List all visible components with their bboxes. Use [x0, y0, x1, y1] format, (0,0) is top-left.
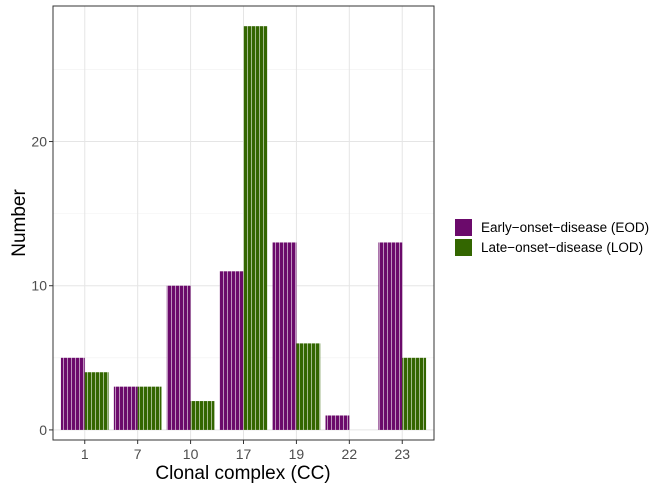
legend-key-eod	[455, 219, 472, 236]
bar-lod-19	[296, 343, 321, 430]
y-tick-label: 20	[31, 134, 47, 150]
bar-eod-10	[166, 285, 191, 430]
x-tick-label: 17	[236, 446, 252, 462]
y-axis-title: Number	[9, 189, 30, 257]
y-tick-label: 10	[31, 278, 47, 294]
bar-lod-23	[402, 357, 427, 430]
bar-eod-1	[60, 357, 85, 430]
bar-lod-1	[84, 372, 109, 430]
bar-lod-7	[137, 386, 162, 430]
x-tick-label: 23	[394, 446, 410, 462]
x-tick-label: 1	[81, 446, 89, 462]
x-tick-label: 19	[289, 446, 305, 462]
x-tick-label: 7	[134, 446, 142, 462]
legend-key-lod	[455, 239, 472, 256]
bar-lod-10	[190, 401, 215, 430]
legend-label-eod: Early−onset−disease (EOD)	[481, 220, 649, 235]
legend: Early−onset−disease (EOD) Late−onset−dise…	[455, 219, 649, 256]
bar-eod-7	[113, 386, 138, 430]
bar-eod-22	[325, 415, 350, 430]
x-tick-label: 22	[342, 446, 358, 462]
bar-eod-23	[378, 242, 403, 430]
bars	[60, 26, 427, 430]
y-tick-label: 0	[39, 422, 47, 438]
bar-eod-17	[219, 271, 244, 430]
legend-label-lod: Late−onset−disease (LOD)	[481, 240, 643, 255]
bar-eod-19	[272, 242, 297, 430]
bar-lod-17	[243, 26, 268, 430]
x-tick-label: 10	[183, 446, 199, 462]
x-axis-title: Clonal complex (CC)	[155, 463, 330, 484]
